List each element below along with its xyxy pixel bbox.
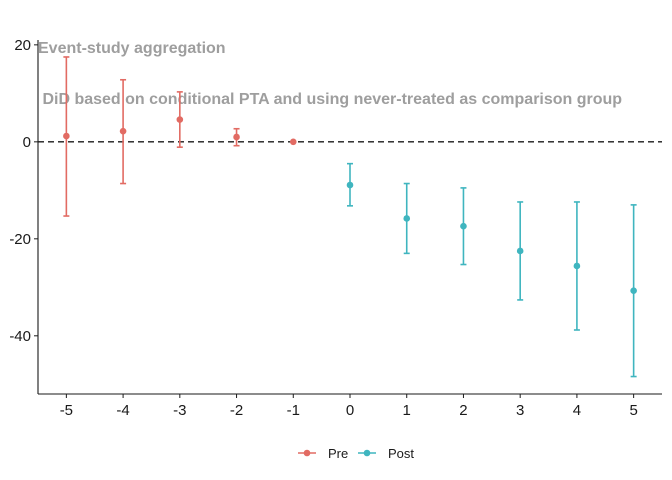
data-point-pre — [233, 133, 240, 141]
data-point-post — [346, 181, 354, 189]
data-point-pre — [119, 127, 127, 135]
x-tick-label: 3 — [516, 402, 524, 419]
chart-title-block: Event-study aggregation DiD based on con… — [38, 6, 622, 125]
chart-subtitle: DiD based on conditional PTA and using n… — [38, 91, 623, 108]
y-tick-label: -40 — [9, 328, 31, 345]
legend-label: Post — [388, 446, 414, 461]
x-tick-label: 1 — [403, 402, 411, 419]
x-tick-label: 5 — [629, 402, 637, 419]
x-tick-label: 4 — [573, 402, 581, 419]
chart-title: Event-study aggregation — [38, 40, 226, 57]
x-tick-label: -1 — [287, 402, 300, 419]
x-tick-label: -5 — [60, 402, 73, 419]
data-point-pre — [289, 138, 297, 146]
x-tick-label: 0 — [346, 402, 354, 419]
legend-key-point — [363, 449, 371, 457]
data-point-post — [516, 247, 524, 255]
data-point-post — [460, 222, 467, 230]
x-tick-label: -4 — [116, 402, 129, 419]
legend-label: Pre — [328, 446, 348, 461]
data-point-post — [573, 262, 581, 270]
data-point-post — [630, 287, 637, 295]
legend-key-point — [303, 449, 311, 457]
data-point-pre — [176, 116, 184, 123]
x-tick-label: -2 — [230, 402, 243, 419]
x-tick-label: 2 — [459, 402, 467, 419]
data-point-pre — [63, 132, 70, 140]
y-tick-label: 20 — [14, 37, 31, 54]
y-tick-label: -20 — [9, 231, 31, 248]
x-tick-label: -3 — [173, 402, 186, 419]
y-tick-label: 0 — [23, 134, 31, 151]
data-point-post — [403, 215, 411, 222]
